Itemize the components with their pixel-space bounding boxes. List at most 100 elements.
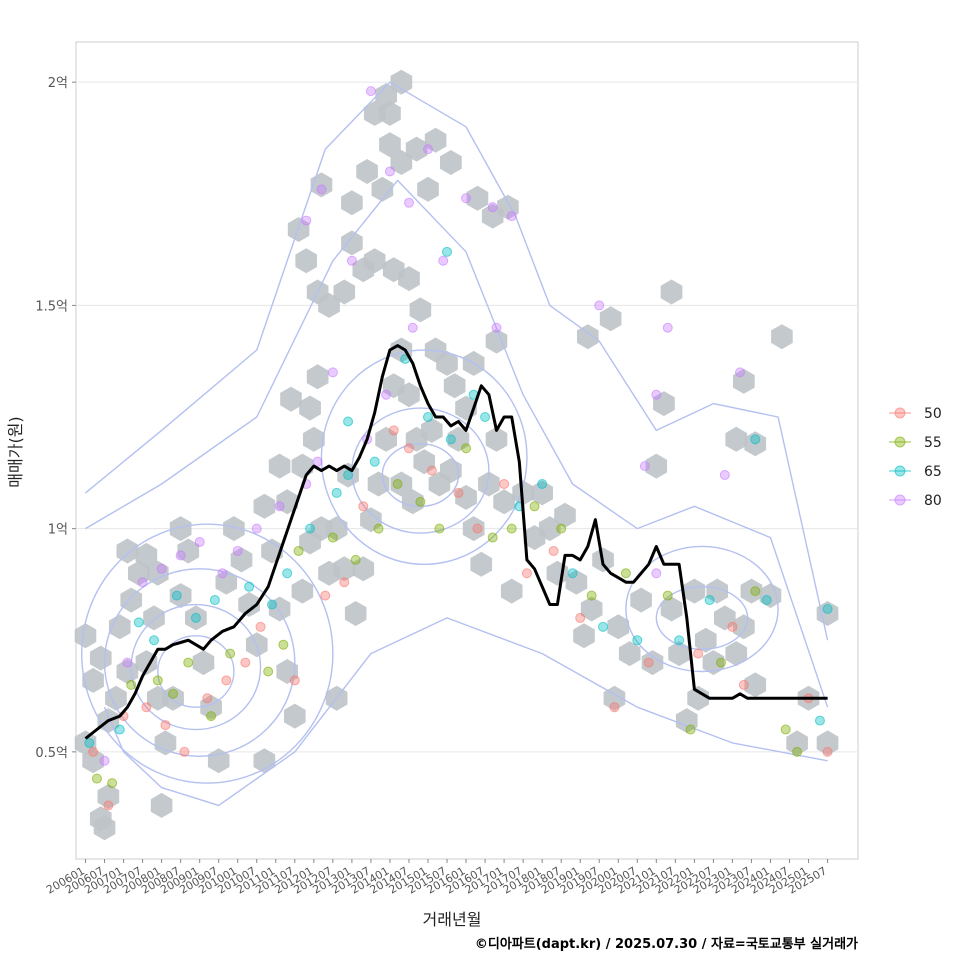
point-55-46 bbox=[327, 532, 338, 543]
hex-cell-153 bbox=[660, 279, 683, 305]
point-55-91 bbox=[662, 590, 673, 601]
hex-cell-107 bbox=[740, 578, 763, 604]
point-55-9 bbox=[126, 679, 137, 690]
hex-cell-3 bbox=[82, 667, 104, 693]
hex-cell-18 bbox=[135, 650, 158, 676]
hex-cell-104 bbox=[714, 605, 736, 631]
hexbin-layer bbox=[74, 69, 839, 841]
hex-cell-77 bbox=[493, 489, 515, 515]
point-50-63 bbox=[426, 465, 437, 476]
legend-label-80: 80 bbox=[924, 493, 942, 509]
hex-cell-20 bbox=[154, 730, 177, 756]
point-80-60 bbox=[407, 322, 418, 333]
source-caption: ©디아파트(dapt.kr) / 2025.07.30 / 자료=국토교통부 실… bbox=[475, 936, 858, 952]
point-65-111 bbox=[442, 246, 453, 257]
hex-cell-38 bbox=[276, 659, 298, 684]
point-80-113 bbox=[487, 202, 498, 213]
hex-cell-129 bbox=[333, 279, 356, 305]
hex-cell-78 bbox=[500, 578, 523, 604]
legend: 50 55 65 80 bbox=[889, 406, 942, 509]
point-55-25 bbox=[206, 711, 217, 722]
point-65-32 bbox=[244, 581, 255, 592]
y-tick-label-0: 0.5억 bbox=[35, 746, 68, 761]
hex-cell-94 bbox=[645, 453, 668, 479]
hex-cell-125 bbox=[382, 257, 405, 283]
point-55-101 bbox=[780, 724, 791, 735]
hex-cell-96 bbox=[660, 596, 683, 622]
hex-cell-106 bbox=[733, 614, 755, 640]
hex-cell-11 bbox=[116, 659, 139, 684]
point-65-62 bbox=[422, 412, 433, 423]
hex-cell-43 bbox=[268, 453, 291, 479]
point-80-30 bbox=[232, 545, 243, 556]
point-50-105 bbox=[822, 746, 833, 757]
density-contour-6 bbox=[320, 349, 528, 566]
point-80-121 bbox=[662, 322, 673, 333]
point-65-36 bbox=[266, 599, 277, 610]
hex-cell-99 bbox=[687, 685, 709, 711]
point-55-29 bbox=[225, 648, 236, 659]
point-50-51 bbox=[358, 501, 369, 512]
hex-cell-138 bbox=[379, 132, 401, 158]
hex-cell-127 bbox=[352, 257, 375, 283]
point-55-72 bbox=[487, 532, 498, 543]
hex-cell-95 bbox=[653, 391, 675, 417]
point-55-54 bbox=[373, 523, 384, 534]
point-80-3 bbox=[99, 755, 110, 766]
hex-cell-15 bbox=[135, 542, 158, 568]
point-55-14 bbox=[152, 675, 163, 686]
plot-panel bbox=[75, 41, 859, 860]
hex-cell-35 bbox=[253, 493, 276, 519]
hex-cell-140 bbox=[405, 136, 428, 162]
hex-cell-27 bbox=[192, 650, 215, 676]
y-axis-ticks: 0.5억 1억 1.5억 2억 bbox=[35, 76, 76, 761]
hex-cell-109 bbox=[733, 368, 755, 394]
point-80-122 bbox=[719, 470, 730, 481]
legend-label-50: 50 bbox=[924, 406, 942, 422]
hex-cell-74 bbox=[470, 551, 493, 577]
hex-cell-151 bbox=[436, 350, 458, 376]
hex-cell-57 bbox=[352, 556, 375, 582]
hex-cell-112 bbox=[786, 730, 808, 756]
trend-line bbox=[84, 344, 828, 740]
density-contour-8 bbox=[625, 545, 779, 673]
hex-cell-48 bbox=[306, 364, 329, 390]
hex-cell-121 bbox=[443, 373, 466, 399]
hex-cell-136 bbox=[356, 159, 378, 184]
point-50-94 bbox=[693, 648, 704, 659]
hex-cell-26 bbox=[185, 605, 207, 631]
point-55-35 bbox=[263, 666, 274, 677]
density-contour-outer-0 bbox=[85, 81, 829, 641]
hex-cell-7 bbox=[97, 784, 120, 809]
hex-cell-111 bbox=[759, 583, 782, 609]
hex-cell-84 bbox=[554, 502, 576, 528]
point-50-67 bbox=[453, 487, 464, 498]
point-65-82 bbox=[567, 568, 578, 579]
point-65-47 bbox=[331, 487, 342, 498]
point-55-68 bbox=[461, 443, 472, 454]
hex-cell-49 bbox=[303, 426, 325, 452]
point-55-78 bbox=[529, 501, 540, 512]
point-50-56 bbox=[388, 425, 399, 436]
point-65-22 bbox=[190, 612, 201, 623]
x-axis-title: 거래년월 bbox=[423, 910, 482, 929]
hex-cell-68 bbox=[421, 417, 443, 443]
density-contours bbox=[81, 81, 829, 807]
density-contour-2 bbox=[103, 568, 296, 758]
density-contour-3 bbox=[81, 523, 334, 784]
point-65-100 bbox=[761, 595, 772, 606]
legend-key-55 bbox=[894, 436, 906, 448]
point-80-23 bbox=[194, 537, 205, 548]
point-80-117 bbox=[327, 367, 338, 378]
point-50-12 bbox=[141, 702, 152, 713]
hex-cell-33 bbox=[238, 592, 260, 617]
hex-cell-141 bbox=[417, 176, 439, 202]
point-65-71 bbox=[480, 412, 491, 423]
point-55-5 bbox=[107, 778, 118, 789]
point-65-88 bbox=[632, 635, 643, 646]
point-80-109 bbox=[403, 197, 414, 208]
point-65-49 bbox=[343, 470, 354, 481]
hex-cell-150 bbox=[379, 100, 401, 126]
point-50-4 bbox=[103, 800, 114, 811]
